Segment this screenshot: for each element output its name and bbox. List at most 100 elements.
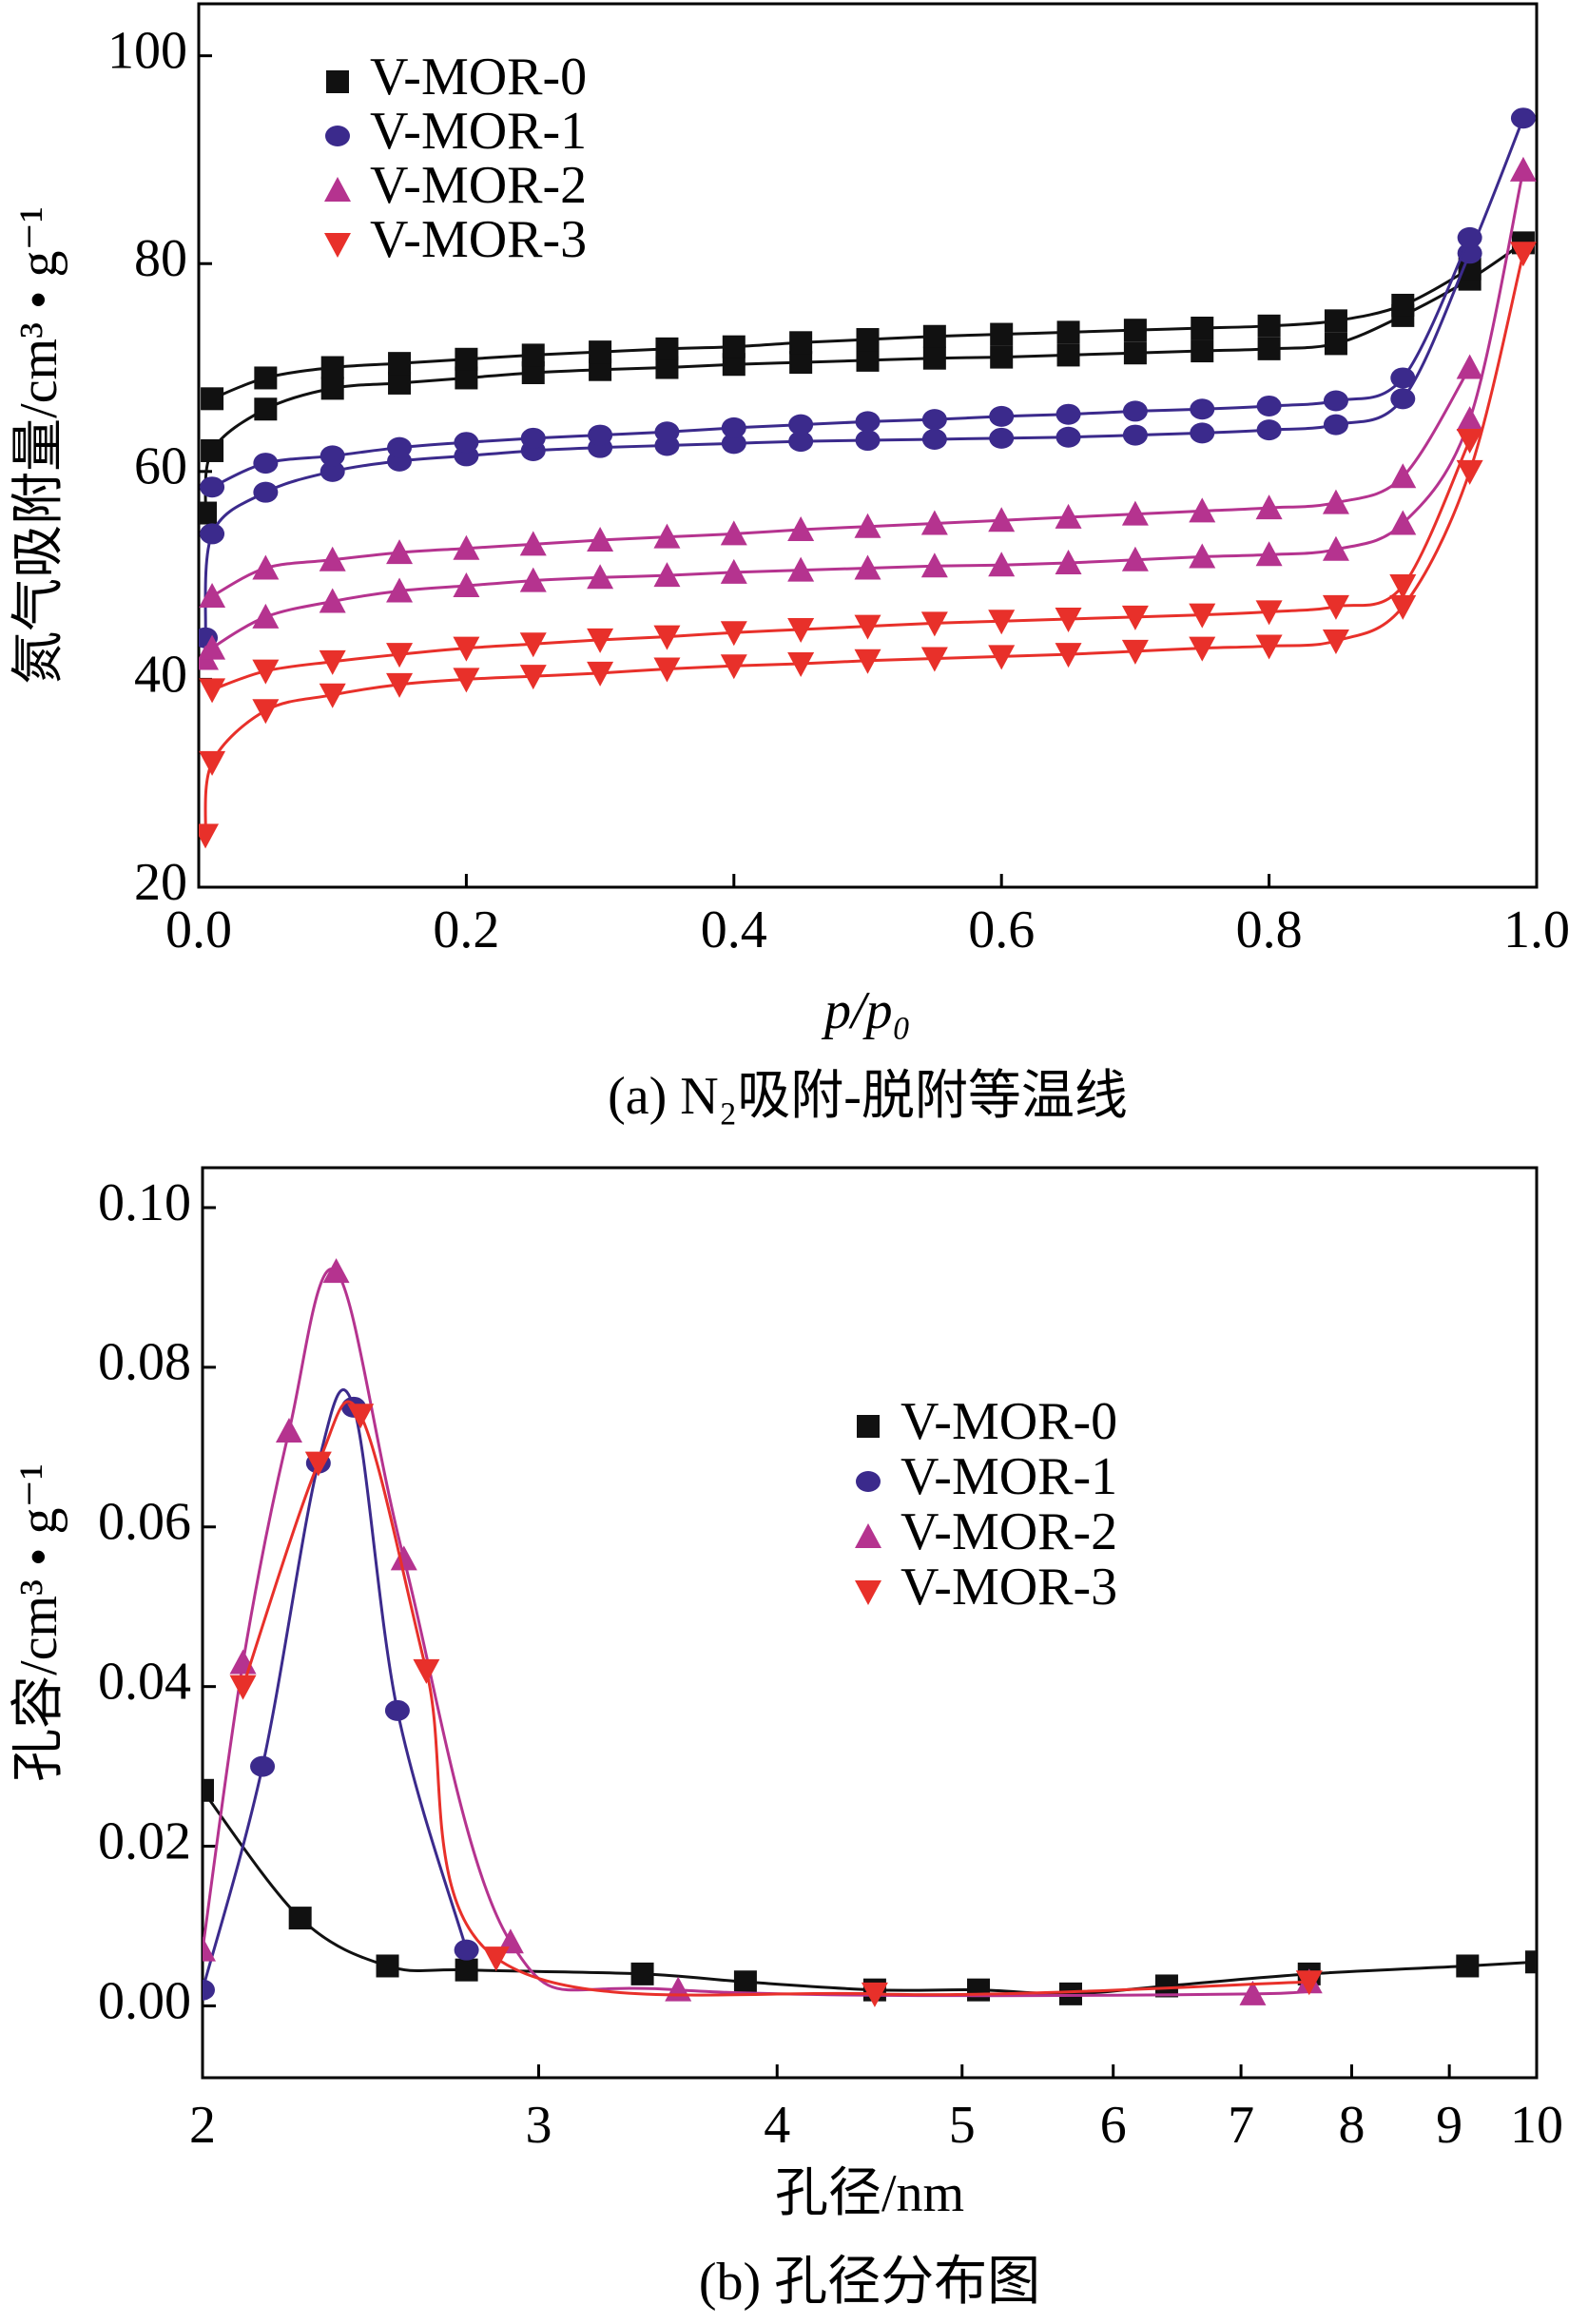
x-axis-label: 孔径/nm (775, 2164, 964, 2223)
marker (455, 1958, 478, 1982)
marker (250, 1755, 276, 1777)
marker (1122, 424, 1148, 446)
y-tick-label: 0.00 (98, 1971, 191, 2030)
marker (454, 432, 479, 454)
marker (1457, 242, 1482, 264)
marker (653, 523, 681, 549)
marker (967, 1978, 991, 2002)
marker (988, 645, 1016, 670)
marker (921, 409, 947, 431)
legend-marker (855, 1523, 881, 1548)
marker (1323, 390, 1348, 412)
marker (720, 558, 747, 584)
marker (1389, 574, 1417, 600)
marker (1189, 497, 1216, 523)
marker (320, 377, 344, 400)
marker (453, 534, 480, 560)
x-tick-label: 0.0 (165, 901, 232, 959)
marker (319, 649, 346, 675)
marker (390, 1545, 417, 1571)
marker (1509, 156, 1537, 182)
marker (386, 643, 414, 668)
marker (388, 371, 412, 395)
marker (988, 507, 1016, 533)
marker (376, 1954, 399, 1978)
marker (720, 654, 747, 680)
marker (252, 659, 280, 685)
marker (320, 460, 345, 482)
series-line (203, 242, 1524, 513)
marker (1123, 319, 1147, 342)
marker (1457, 226, 1482, 248)
legend-label: V-MOR-2 (370, 156, 587, 215)
chart: 20 40 60 80 100 0.0 0.2 0.4 0.6 0.8 1.0 p/p₀ (a) N₂吸… (10, 2, 1570, 1126)
marker (1456, 1954, 1480, 1978)
marker (319, 546, 346, 571)
marker (1390, 367, 1416, 389)
marker (199, 582, 226, 608)
marker (721, 433, 746, 455)
marker (989, 427, 1015, 449)
y-tick-label: 60 (134, 437, 187, 496)
marker (1322, 535, 1349, 561)
x-tick-label: 9 (1436, 2096, 1462, 2155)
legend-label: V-MOR-1 (370, 102, 587, 161)
axis-frame (201, 1166, 1539, 2080)
marker (1055, 643, 1082, 668)
marker (1509, 242, 1537, 267)
series (203, 1258, 1323, 2005)
marker (1121, 605, 1149, 630)
marker (1456, 429, 1483, 455)
marker (788, 431, 814, 453)
x-tick-label: 0.8 (1236, 901, 1303, 959)
legend-label: V-MOR-3 (901, 1558, 1117, 1617)
marker (519, 632, 547, 658)
y-tick-label: 0.04 (98, 1653, 191, 1712)
marker (1189, 543, 1216, 569)
marker (1456, 406, 1483, 432)
marker (856, 348, 880, 372)
marker (252, 554, 280, 580)
marker (1324, 309, 1347, 333)
marker (254, 397, 278, 421)
marker (200, 523, 225, 545)
x-tick-label: 0.2 (433, 901, 499, 959)
x-tick-label: 7 (1228, 2096, 1254, 2155)
marker (988, 552, 1016, 577)
legend-label: V-MOR-3 (370, 210, 587, 269)
series (203, 1778, 1537, 2005)
marker (453, 572, 480, 598)
marker (1055, 503, 1082, 529)
marker (1056, 343, 1080, 367)
marker (920, 611, 948, 637)
marker (252, 603, 280, 629)
marker (920, 647, 948, 672)
marker (922, 324, 946, 348)
marker (229, 1675, 257, 1700)
marker (1055, 608, 1082, 633)
marker (1191, 339, 1214, 363)
legend-label: V-MOR-2 (901, 1502, 1117, 1561)
marker (787, 652, 815, 678)
x-tick-label: 5 (949, 2096, 976, 2155)
chart: 0.00 0.02 0.04 0.06 0.08 0.10 2 3 4 5 6 7 8 9 10 孔径/nm (… (10, 1166, 1563, 2312)
marker (588, 424, 613, 446)
marker (1322, 489, 1349, 514)
legend-label: V-MOR-0 (901, 1392, 1117, 1451)
marker (1255, 541, 1283, 567)
x-tick-label: 6 (1100, 2096, 1127, 2155)
marker (254, 366, 278, 390)
marker (252, 699, 280, 725)
marker (1121, 639, 1149, 665)
marker (1389, 510, 1417, 535)
series-line (211, 439, 1472, 691)
marker (587, 628, 614, 653)
marker (1190, 398, 1215, 420)
marker (990, 345, 1014, 369)
marker (275, 1418, 302, 1443)
marker (1189, 603, 1216, 629)
marker (199, 501, 218, 525)
marker (1323, 414, 1348, 436)
